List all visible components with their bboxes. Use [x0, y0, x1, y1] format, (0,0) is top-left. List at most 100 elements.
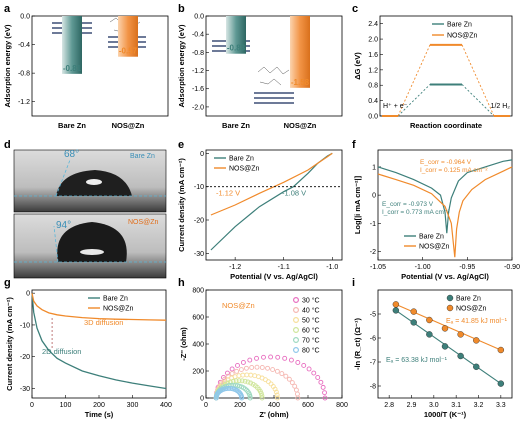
ytick-label-h: 0	[200, 396, 204, 403]
data-point-i-1	[410, 308, 417, 315]
nyquist-point-h-2	[274, 395, 280, 401]
bar-value-a-0: -0.81	[63, 64, 82, 73]
nyquist-point-h-0	[282, 355, 288, 361]
ytick-label-b: -1.6	[192, 86, 204, 93]
ytick-label-f: -1	[370, 221, 376, 228]
category-a-1: NOS@Zn	[112, 121, 145, 130]
annotation-f-nos-2: I_corr = 0.125 mA cm⁻²	[420, 167, 488, 174]
ytick-label-f: 1	[372, 164, 376, 171]
legend-marker-i-0	[446, 294, 454, 302]
nyquist-point-h-3	[242, 378, 248, 384]
legend-label-c-1: NOS@Zn	[447, 33, 478, 40]
annotation-f-bare-2: I_corr = 0.773 mA cm⁻²	[382, 209, 450, 216]
bar-value-a-1: -0.57	[119, 47, 138, 56]
ytick-label-c: 2.0	[368, 37, 378, 44]
nyquist-point-h-5	[226, 385, 232, 391]
ytick-label-c: 1.6	[368, 52, 378, 59]
nyquist-point-h-0	[247, 357, 253, 363]
ytick-label-a: -0.8	[18, 71, 30, 78]
connector-c-1-1	[461, 44, 495, 117]
legend-label-i-1: NOS@Zn	[456, 306, 487, 313]
x-axis-title-i: 1000/T (K⁻¹)	[424, 410, 467, 419]
nyquist-point-h-1	[249, 365, 255, 370]
annotation-i-nos: Eₐ = 41.85 kJ mol⁻¹	[446, 318, 508, 325]
nyquist-point-h-3	[258, 391, 264, 396]
nyquist-point-h-2	[268, 381, 274, 387]
bar-b-1	[290, 16, 310, 88]
label-bare: Bare Zn	[130, 153, 155, 160]
nyquist-point-h-1	[265, 365, 271, 371]
legend-label-h-3: 60 °C	[302, 327, 320, 335]
nyquist-point-h-0	[315, 375, 321, 380]
nyquist-point-h-3	[225, 380, 231, 386]
xtick-label-g: 0	[30, 402, 34, 409]
data-point-i-0	[426, 331, 433, 338]
nyquist-point-h-0	[301, 362, 307, 368]
legend-marker-h-5	[293, 347, 300, 354]
atomic-structure-illustrations	[52, 16, 294, 104]
ytick-label-a: -0.4	[18, 42, 30, 49]
ytick-label-f: -2	[370, 249, 376, 256]
nyquist-point-h-0	[235, 362, 240, 368]
ytick-label-e: -20	[194, 218, 204, 225]
connector-c-0-1	[461, 84, 495, 117]
plot-frame-e	[205, 149, 343, 261]
nyquist-point-h-0	[224, 370, 230, 376]
nyquist-point-h-2	[248, 372, 254, 378]
xtick-label-g: 400	[160, 402, 172, 409]
xtick-label-f: -0.90	[504, 264, 520, 271]
legend-label-f-1: NOS@Zn	[419, 244, 450, 251]
ytick-label-h: 600	[192, 315, 204, 322]
legend-label-c-0: Bare Zn	[447, 22, 472, 29]
legend-label-g-1: NOS@Zn	[103, 306, 134, 313]
data-point-i-1	[457, 331, 464, 338]
xtick-label-h: 200	[234, 402, 246, 409]
nyquist-point-h-0	[306, 366, 312, 372]
xtick-label-e: -1.1	[278, 264, 290, 271]
nyquist-point-h-1	[274, 368, 280, 374]
droplet-highlight-nos	[80, 249, 104, 255]
xtick-label-i: 3.1	[451, 402, 461, 409]
nyquist-point-h-1	[289, 380, 295, 386]
data-point-i-0	[473, 363, 480, 370]
end-label-c: 1/2 H₂	[491, 103, 511, 110]
legend-label-e-1: NOS@Zn	[229, 166, 260, 173]
y-axis-title-i: -ln (R_ct) (Ω⁻¹)	[353, 317, 362, 370]
category-b-1: NOS@Zn	[284, 121, 317, 130]
ytick-label-h: 400	[192, 342, 204, 349]
angle-nos: 94°	[56, 220, 71, 231]
nyquist-point-h-2	[236, 373, 242, 379]
ytick-label-c: 0.8	[368, 83, 378, 90]
legend-label-i-0: Bare Zn	[456, 296, 481, 303]
panel-letter-a: a	[4, 3, 11, 15]
legend-marker-h-2	[293, 317, 300, 324]
ytick-label-g: -10	[20, 322, 30, 329]
nyquist-point-h-3	[233, 378, 239, 384]
plot-frame-f	[377, 149, 513, 261]
ytick-label-b: -0.4	[192, 32, 204, 39]
xtick-label-h: 400	[268, 402, 280, 409]
ytick-label-i: -7	[370, 360, 376, 367]
data-point-i-1	[473, 337, 480, 344]
nyquist-point-h-1	[283, 373, 289, 379]
bar-a-1	[118, 16, 138, 57]
nyquist-point-h-1	[254, 364, 260, 370]
nyquist-point-h-4	[235, 383, 241, 389]
category-b-0: Bare Zn	[222, 121, 250, 130]
nyquist-point-h-3	[236, 378, 242, 384]
annotation-f-bare-1: E_corr = -0.973 V	[382, 201, 434, 208]
ytick-label-c: 0.0	[368, 114, 378, 121]
nyquist-point-h-4	[247, 395, 253, 401]
nyquist-point-h-1	[234, 368, 240, 374]
y-axis-title-e: Current density (mA cm⁻²)	[177, 158, 186, 252]
connector-c-1-0	[397, 44, 431, 117]
start-label-c: H⁺ + e⁻	[383, 103, 408, 110]
zn-slab-b2	[254, 92, 294, 104]
xtick-label-i: 3.3	[496, 402, 506, 409]
data-point-i-0	[392, 307, 400, 314]
xtick-label-g: 100	[60, 402, 72, 409]
ytick-label-h: 200	[192, 369, 204, 376]
ytick-label-g: -20	[20, 354, 30, 361]
xtick-label-g: 300	[127, 402, 139, 409]
ytick-label-b: -0.8	[192, 50, 204, 57]
